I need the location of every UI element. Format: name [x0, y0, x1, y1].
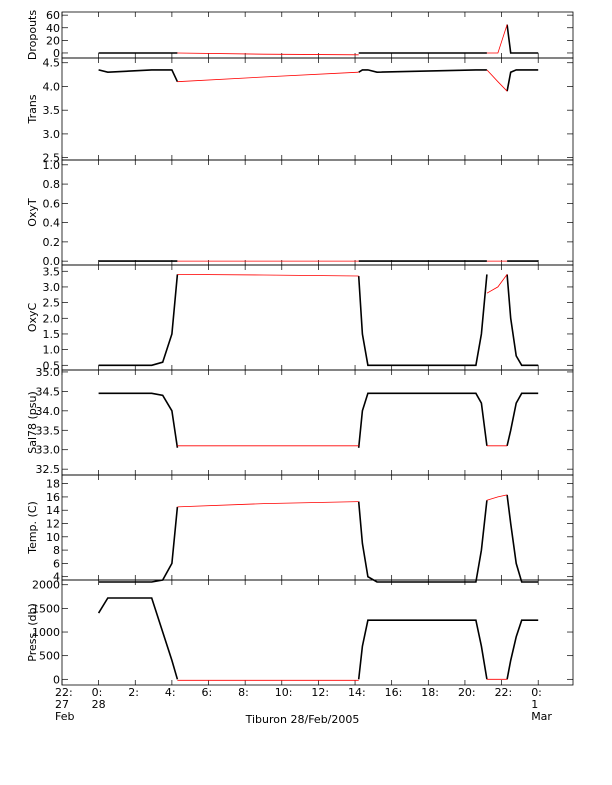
panel-frame: [61, 57, 574, 161]
data-line: [177, 69, 508, 92]
y-tick-label: 2.0: [43, 312, 61, 325]
y-tick-label: 1500: [32, 602, 60, 615]
y-tick-label: 0: [53, 47, 60, 60]
x-tick-label: 10:: [274, 686, 293, 699]
y-tick-label: 1000: [32, 626, 60, 639]
y-axis-label: Temp. (C): [26, 501, 39, 555]
x-tick-label: 6:: [201, 686, 213, 699]
y-tick-label: 2.5: [43, 152, 61, 165]
panel-frame: [61, 11, 574, 59]
y-axis-label: Press. (db): [26, 603, 39, 662]
x-tick-label: 12:: [311, 686, 330, 699]
y-tick-label: 0.8: [43, 178, 61, 191]
y-tick-label: 4.5: [43, 57, 61, 70]
y-axis-label: Trans: [26, 94, 39, 124]
y-tick-label: 4.0: [43, 80, 61, 93]
y-tick-label: 1.5: [43, 328, 61, 341]
y-tick-label: 0.6: [43, 197, 61, 210]
y-tick-label: 500: [39, 650, 60, 663]
y-tick-label: 34.5: [36, 385, 61, 398]
x-tick-label: 0: 1 Mar: [531, 686, 552, 723]
x-tick-label: 8:: [238, 686, 249, 699]
panel-frame: [61, 474, 574, 581]
y-tick-label: 35.0: [36, 366, 61, 379]
data-line: [98, 274, 539, 367]
y-tick-label: 2000: [32, 579, 60, 592]
y-tick-label: 0.5: [43, 359, 61, 372]
y-tick-label: 2.5: [43, 297, 61, 310]
y-axis-label: OxyT: [26, 198, 39, 227]
y-tick-label: 6: [53, 557, 60, 570]
x-tick-label: 18:: [421, 686, 439, 699]
y-axis-label: OxyC: [26, 303, 39, 333]
y-tick-label: 18: [46, 478, 60, 491]
x-tick-label: 2:: [128, 686, 139, 699]
data-line: [98, 69, 539, 92]
x-tick-label: 20:: [457, 686, 476, 699]
y-tick-label: 1.0: [43, 344, 61, 357]
y-tick-label: 3.5: [43, 104, 61, 117]
data-line: [177, 678, 508, 681]
x-tick-label: 16:: [384, 686, 403, 699]
y-tick-label: 0.2: [43, 236, 61, 249]
data-line: [98, 392, 539, 448]
y-tick-label: 14: [46, 504, 60, 517]
panel-frame: [61, 369, 574, 476]
y-tick-label: 20: [46, 34, 60, 47]
x-tick-label: 22:: [494, 686, 513, 699]
x-axis-label: Tiburon 28/Feb/2005: [245, 713, 360, 726]
y-tick-label: 0: [53, 673, 60, 686]
y-tick-label: 1.0: [43, 159, 61, 172]
y-tick-label: 33.5: [36, 424, 61, 437]
y-axis-label: Sal78 (psu): [26, 391, 39, 454]
y-tick-label: 0.4: [43, 217, 61, 230]
y-tick-label: 3.5: [43, 265, 61, 278]
data-line: [98, 494, 539, 583]
y-tick-label: 4: [53, 571, 60, 584]
data-line: [177, 494, 508, 508]
panel-frame: [61, 264, 574, 371]
data-line: [97, 597, 539, 680]
y-tick-label: 34.0: [36, 405, 61, 418]
y-tick-label: 33.0: [36, 444, 61, 457]
y-tick-label: 32.5: [36, 463, 61, 476]
x-tick-label: 0: 28: [91, 686, 106, 711]
y-tick-label: 3.0: [43, 281, 61, 294]
y-tick-label: 8: [53, 544, 60, 557]
data-line: [177, 274, 508, 294]
y-tick-label: 0.0: [43, 255, 61, 268]
y-tick-label: 60: [46, 9, 60, 22]
y-tick-label: 10: [46, 531, 60, 544]
y-axis-label: Dropouts: [26, 10, 39, 60]
y-tick-label: 16: [46, 491, 60, 504]
panel-frame: [61, 159, 574, 266]
x-tick-label: 4:: [164, 686, 176, 699]
y-tick-label: 40: [46, 22, 60, 35]
x-tick-label: 22: 27 Feb: [55, 686, 75, 723]
panel-frame: [61, 579, 574, 686]
y-tick-label: 3.0: [43, 128, 61, 141]
y-tick-label: 12: [46, 518, 60, 531]
x-tick-label: 14:: [348, 686, 366, 699]
data-line: [98, 24, 539, 54]
data-line: [177, 24, 508, 56]
